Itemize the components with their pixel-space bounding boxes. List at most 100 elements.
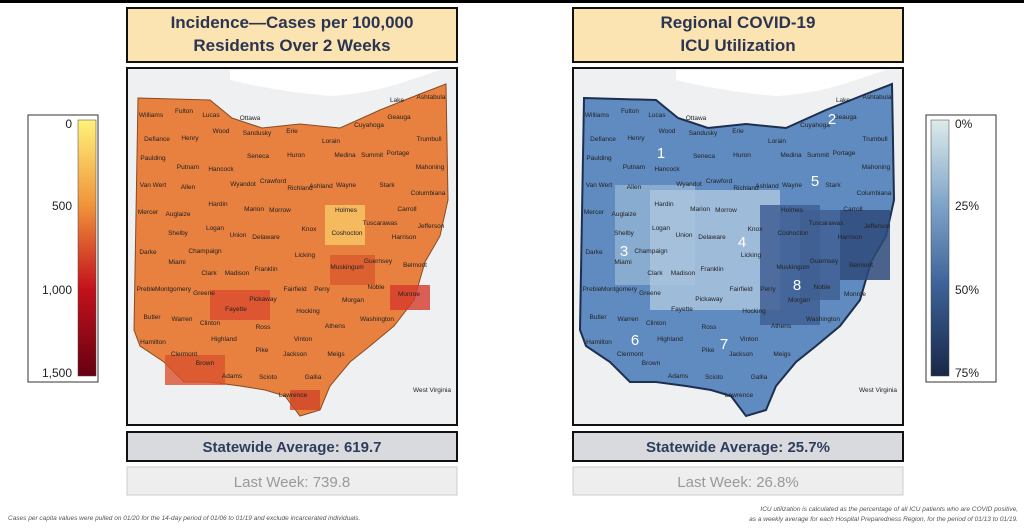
county-label: Muskingum xyxy=(330,264,363,271)
county-label: Hamilton xyxy=(140,339,166,346)
county-label: Greene xyxy=(639,290,661,297)
county-label: Miami xyxy=(614,259,631,266)
county-label: Morgan xyxy=(342,297,364,304)
footnote: Cases per capita values were pulled on 0… xyxy=(8,515,361,522)
county-label: Allen xyxy=(181,184,196,191)
county-label: Wood xyxy=(213,128,230,135)
county-label: Hocking xyxy=(742,308,766,315)
county-label: Medina xyxy=(334,152,356,159)
county-label: Shelby xyxy=(168,230,189,237)
county-label: Portage xyxy=(387,150,410,157)
title-box xyxy=(126,7,458,63)
county-label: Geauga xyxy=(387,114,411,121)
county-label: Ottawa xyxy=(240,115,261,122)
county-label: Vinton xyxy=(740,336,759,343)
county-label: Clermont xyxy=(617,351,644,358)
county-label: Fulton xyxy=(621,108,639,115)
county-label: Perry xyxy=(314,286,330,293)
shade-patch xyxy=(210,290,270,320)
county-label: Wood xyxy=(659,128,676,135)
county-label: Guernsey xyxy=(364,258,393,265)
county-label: Columbiana xyxy=(857,190,892,197)
county-label: Ross xyxy=(256,324,272,331)
last-week-box xyxy=(126,466,458,496)
county-label: Richland xyxy=(733,185,759,192)
county-label: Crawford xyxy=(260,178,287,185)
county-label: Madison xyxy=(671,270,696,277)
county-label: Athens xyxy=(771,323,792,330)
county-label: Brown xyxy=(196,360,215,367)
county-label: Ashtabula xyxy=(863,94,892,101)
county-label: Hardin xyxy=(654,201,674,208)
statewide-average: Statewide Average: 619.7 xyxy=(203,439,382,456)
county-label: Sandusky xyxy=(243,130,272,137)
county-label: Fayette xyxy=(671,306,693,313)
county-label: Marion xyxy=(244,206,264,213)
county-label: Henry xyxy=(627,135,645,142)
county-label: Clermont xyxy=(171,351,198,358)
county-label: Perry xyxy=(760,286,776,293)
county-label: Warren xyxy=(617,316,638,323)
county-label: Vinton xyxy=(294,336,313,343)
region-number: 1 xyxy=(657,145,665,162)
county-label: Trumbull xyxy=(862,136,888,143)
county-label: Wayne xyxy=(336,182,356,189)
county-label: Jefferson xyxy=(418,223,445,230)
county-label: Paulding xyxy=(140,155,166,162)
county-label: Franklin xyxy=(700,266,724,273)
county-label: Jefferson xyxy=(864,223,891,230)
lake xyxy=(676,70,886,96)
county-label: Henry xyxy=(181,135,199,142)
county-label: Seneca xyxy=(693,153,715,160)
county-label: Montgomery xyxy=(155,286,192,293)
county-label: Hancock xyxy=(208,166,234,173)
county-label: Clinton xyxy=(646,320,667,327)
county-label: Greene xyxy=(193,290,215,297)
county-label: Belmont xyxy=(403,262,427,269)
county-label: Defiance xyxy=(144,136,170,143)
county-label: Van Wert xyxy=(586,182,613,189)
county-label: Mercer xyxy=(584,209,605,216)
county-label: Richland xyxy=(287,185,313,192)
county-label: Darke xyxy=(585,249,603,256)
region-number: 8 xyxy=(793,277,801,294)
county-label: Athens xyxy=(325,323,346,330)
county-label: Shelby xyxy=(614,230,635,237)
county-label: Carroll xyxy=(843,206,863,213)
county-label: Marion xyxy=(690,206,710,213)
county-label: Logan xyxy=(206,225,224,232)
county-label: Cuyahoga xyxy=(354,122,384,129)
legend-label: 50% xyxy=(955,283,979,297)
county-label: Preble xyxy=(583,286,602,293)
county-label: Holmes xyxy=(781,207,804,214)
county-label: Hancock xyxy=(654,166,680,173)
last-week: Last Week: 739.8 xyxy=(234,474,350,491)
county-label: Mercer xyxy=(138,209,159,216)
county-label: Lucas xyxy=(202,112,220,119)
county-label: Fulton xyxy=(175,108,193,115)
county-label: Williams xyxy=(139,112,164,119)
county-label: Holmes xyxy=(335,207,358,214)
region-number: 4 xyxy=(738,234,746,251)
county-label: Muskingum xyxy=(776,264,809,271)
county-label: Licking xyxy=(295,252,316,259)
county-label: Lorain xyxy=(768,138,786,145)
county-label: Stark xyxy=(379,182,395,189)
county-label: Meigs xyxy=(773,351,791,358)
county-label: Knox xyxy=(748,226,764,233)
average-box xyxy=(572,431,904,462)
county-label: Miami xyxy=(168,259,185,266)
shade-patch xyxy=(840,210,890,280)
county-label: Hocking xyxy=(296,308,320,315)
region-number: 6 xyxy=(631,332,639,349)
shade-patch xyxy=(390,285,430,310)
county-label: Jackson xyxy=(729,351,753,358)
footnote: ICU utilization is calculated as the per… xyxy=(760,506,1018,513)
neighbor-label: West Virginia xyxy=(859,387,897,394)
county-label: Portage xyxy=(833,150,856,157)
legend-label: 500 xyxy=(52,199,72,213)
lake xyxy=(676,70,886,96)
county-label: Summit xyxy=(807,152,829,159)
footnote: as a weekly average for each Hospital Pr… xyxy=(749,516,1018,523)
county-label: Putnam xyxy=(177,164,199,171)
